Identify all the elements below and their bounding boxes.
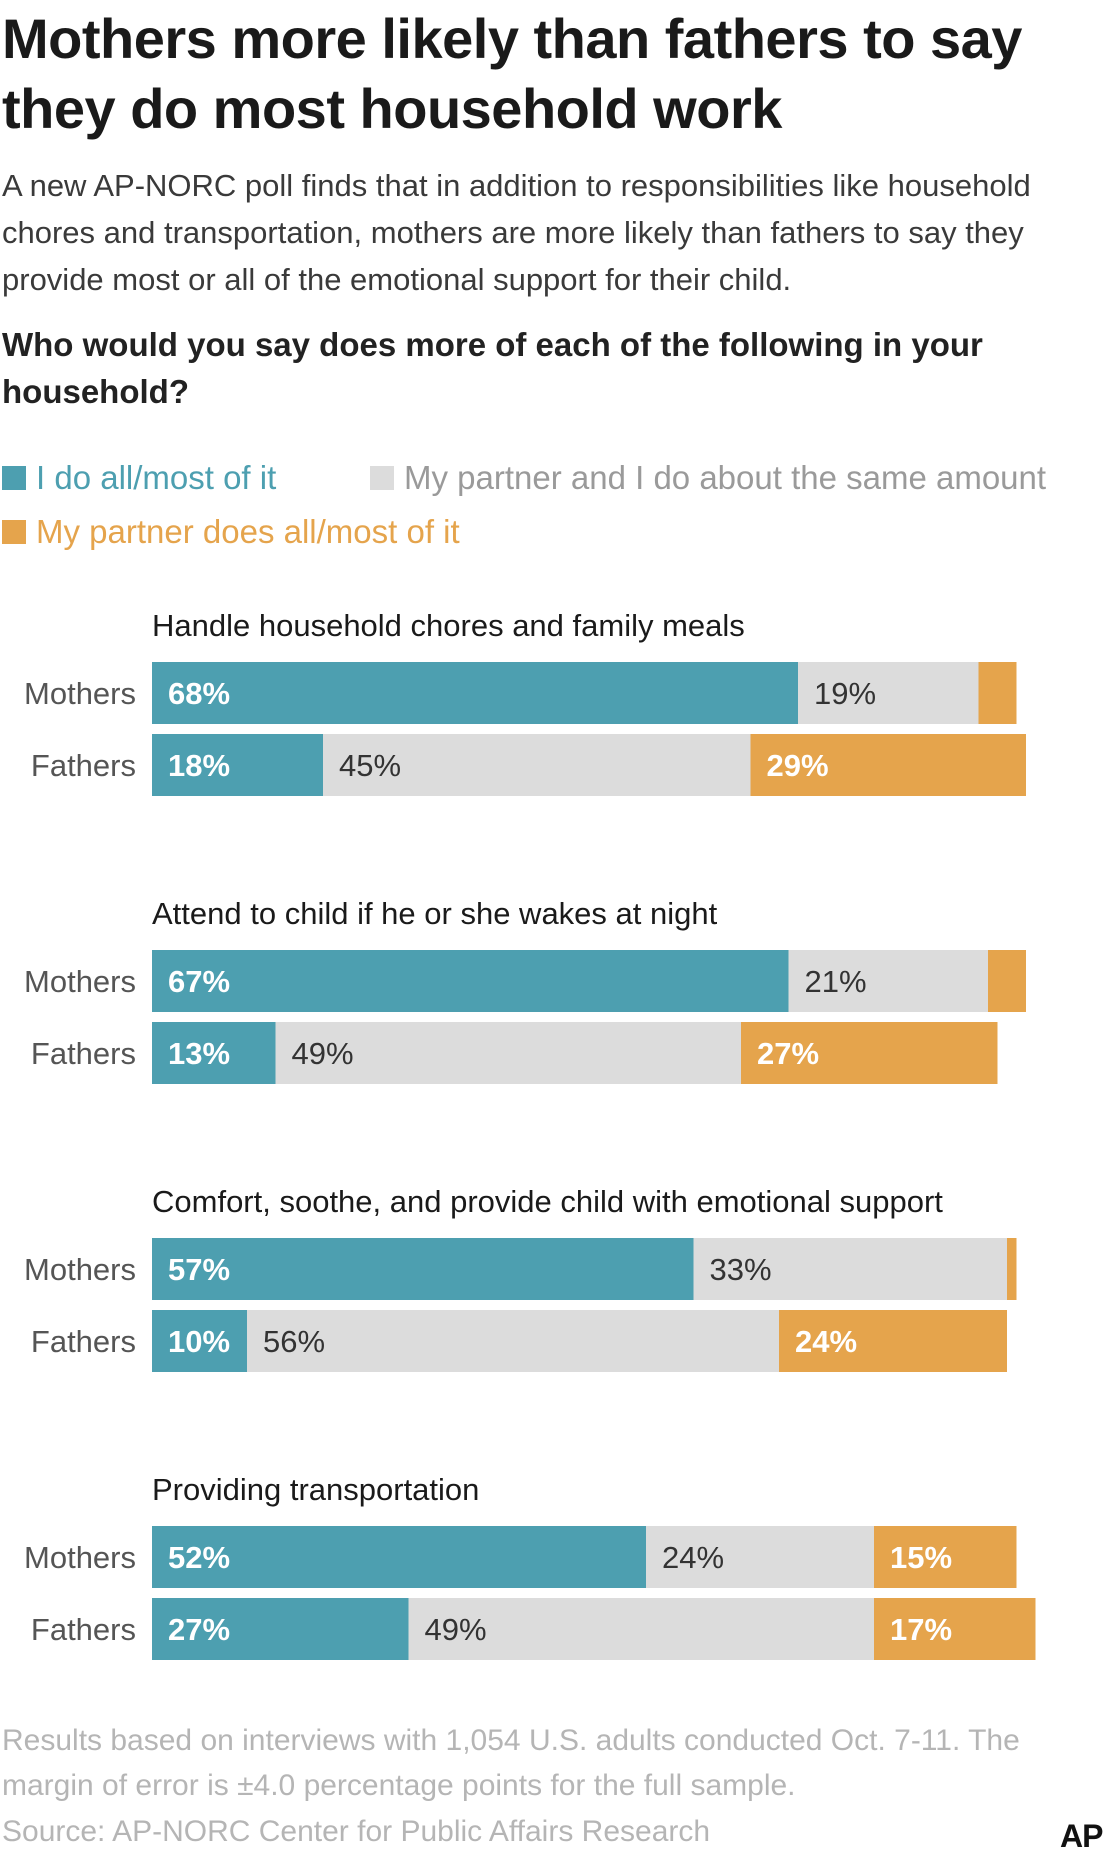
bar-segment-partner (750, 734, 1026, 796)
legend-swatch-same (370, 466, 394, 490)
bar-segment-partner (874, 1526, 1017, 1588)
stacked-bar-chart: Handle household chores and family meals… (0, 600, 1113, 1680)
data-label: 67% (168, 964, 230, 999)
chart-title: Mothers more likely than fathers to say … (2, 7, 1022, 140)
data-label: 27% (757, 1036, 819, 1071)
data-label: 57% (168, 1252, 230, 1287)
bar-segment-self (152, 1598, 409, 1660)
bar-segment-same (646, 1526, 874, 1588)
legend-item-self: I do all/most of it (2, 458, 276, 498)
data-label: 49% (425, 1612, 487, 1647)
data-label: 18% (168, 748, 230, 783)
survey-question: Who would you say does more of each of t… (2, 326, 983, 410)
bar-segment-same (247, 1310, 779, 1372)
bar-segment-partner (978, 662, 1017, 724)
data-label: 52% (168, 1540, 230, 1575)
bar-segment-same (323, 734, 751, 796)
bar-segment-partner (779, 1310, 1007, 1372)
bar-segment-same (408, 1598, 874, 1660)
bar-segment-partner (1007, 1238, 1017, 1300)
bar-segment-self (152, 662, 798, 724)
row-label: Mothers (24, 1252, 136, 1287)
data-label: 21% (805, 964, 867, 999)
data-label: 45% (339, 748, 401, 783)
legend-label-self: I do all/most of it (36, 459, 277, 496)
group-title: Attend to child if he or she wakes at ni… (152, 896, 718, 931)
source-note: Source: AP-NORC Center for Public Affair… (2, 1815, 711, 1848)
data-label: 19% (814, 676, 876, 711)
row-label: Fathers (31, 1612, 136, 1647)
group-title: Handle household chores and family meals (152, 608, 745, 643)
data-label: 68% (168, 676, 230, 711)
data-label: 24% (795, 1324, 857, 1359)
bar-segment-self (152, 734, 323, 796)
bar-segment-same (693, 1238, 1007, 1300)
bar-segment-self (152, 1238, 694, 1300)
bar-segment-same (275, 1022, 741, 1084)
legend: I do all/most of it My partner and I do … (0, 454, 1110, 574)
ap-logo: AP (1060, 1818, 1103, 1854)
legend-swatch-self (2, 466, 26, 490)
footnote: Results based on interviews with 1,054 U… (2, 1724, 1020, 1802)
bar-segment-self (152, 1022, 276, 1084)
bar-segment-partner (874, 1598, 1036, 1660)
bar-segment-partner (988, 950, 1026, 1012)
bar-segment-self (152, 950, 789, 1012)
bar-segment-partner (741, 1022, 998, 1084)
bar-segment-self (152, 1526, 646, 1588)
group-title: Providing transportation (152, 1472, 479, 1507)
data-label: 15% (890, 1540, 952, 1575)
data-label: 17% (890, 1612, 952, 1647)
data-label: 24% (662, 1540, 724, 1575)
row-label: Fathers (31, 748, 136, 783)
row-label: Mothers (24, 1540, 136, 1575)
legend-item-partner: My partner does all/most of it (2, 512, 460, 552)
data-label: 13% (168, 1036, 230, 1071)
bar-segment-same (798, 662, 979, 724)
bar-segment-same (788, 950, 988, 1012)
data-label: 27% (168, 1612, 230, 1647)
row-label: Mothers (24, 964, 136, 999)
row-label: Fathers (31, 1036, 136, 1071)
legend-swatch-partner (2, 520, 26, 544)
data-label: 56% (263, 1324, 325, 1359)
legend-label-partner: My partner does all/most of it (36, 513, 460, 550)
legend-label-same: My partner and I do about the same amoun… (404, 459, 1047, 496)
data-label: 49% (292, 1036, 354, 1071)
group-title: Comfort, soothe, and provide child with … (152, 1184, 943, 1219)
data-label: 10% (168, 1324, 230, 1359)
data-label: 29% (767, 748, 829, 783)
data-label: 33% (710, 1252, 772, 1287)
bar-segment-self (152, 1310, 247, 1372)
row-label: Mothers (24, 676, 136, 711)
chart-subtitle: A new AP-NORC poll finds that in additio… (2, 168, 1031, 297)
legend-item-same: My partner and I do about the same amoun… (370, 458, 1046, 498)
chart-canvas: Handle household chores and family meals… (24, 608, 1036, 1660)
row-label: Fathers (31, 1324, 136, 1359)
